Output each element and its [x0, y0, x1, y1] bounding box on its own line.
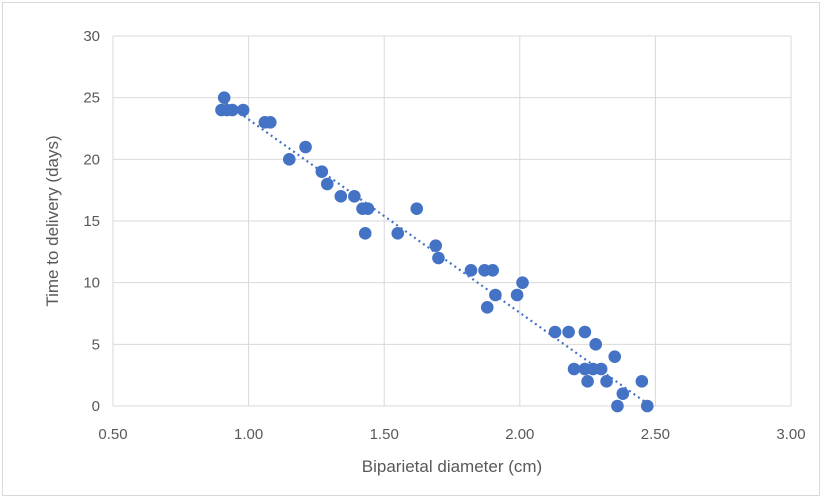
data-point	[562, 325, 575, 339]
data-point	[299, 140, 312, 154]
trendline-layer	[220, 99, 648, 405]
x-tick-label: 0.50	[98, 426, 127, 443]
y-axis-title: Time to delivery (days)	[43, 135, 62, 306]
data-point	[594, 362, 608, 376]
data-point	[600, 375, 613, 388]
y-tick-label: 5	[92, 336, 100, 353]
data-point	[358, 227, 372, 240]
x-axis-ticks: 0.50 1.00 1.50 2.00 2.50 3.00	[98, 426, 805, 443]
data-point	[282, 153, 296, 166]
x-tick-label: 2.00	[505, 426, 534, 443]
data-point	[581, 375, 594, 388]
data-point	[263, 116, 277, 129]
x-tick-label: 1.50	[370, 426, 399, 443]
data-point	[640, 399, 654, 413]
data-point	[608, 350, 622, 363]
x-tick-label: 3.00	[776, 426, 805, 443]
gridlines	[112, 35, 792, 407]
data-point	[578, 325, 592, 339]
data-point	[361, 202, 375, 215]
data-point	[616, 387, 630, 400]
y-tick-label: 10	[83, 275, 100, 292]
data-point	[486, 264, 499, 277]
data-point	[635, 375, 649, 388]
data-point	[391, 227, 405, 240]
x-tick-label: 2.50	[641, 426, 670, 443]
y-tick-label: 25	[83, 90, 100, 107]
data-point	[410, 202, 424, 215]
data-point	[226, 103, 239, 117]
x-axis-title: Biparietal diameter (cm)	[362, 457, 542, 476]
data-point	[489, 288, 502, 302]
data-point	[548, 325, 562, 339]
data-point	[348, 190, 361, 203]
y-axis-ticks: 0 5 10 15 20 25 30	[83, 28, 100, 415]
data-point	[567, 362, 581, 376]
data-point	[432, 251, 445, 265]
data-point	[320, 177, 334, 191]
y-tick-label: 15	[83, 213, 100, 230]
y-tick-label: 0	[92, 398, 100, 415]
data-point	[315, 165, 329, 178]
data-point	[429, 239, 443, 252]
data-point	[236, 103, 250, 117]
data-point	[516, 276, 529, 289]
trendline	[220, 99, 648, 405]
data-point	[217, 91, 231, 104]
data-point	[464, 264, 478, 277]
data-point	[480, 301, 494, 314]
data-point	[611, 399, 624, 413]
data-points	[215, 91, 654, 413]
y-tick-label: 30	[83, 28, 100, 45]
x-tick-label: 1.00	[234, 426, 263, 443]
y-tick-label: 20	[83, 151, 100, 168]
data-point	[510, 288, 524, 302]
data-point	[589, 338, 603, 351]
data-point	[334, 190, 348, 203]
